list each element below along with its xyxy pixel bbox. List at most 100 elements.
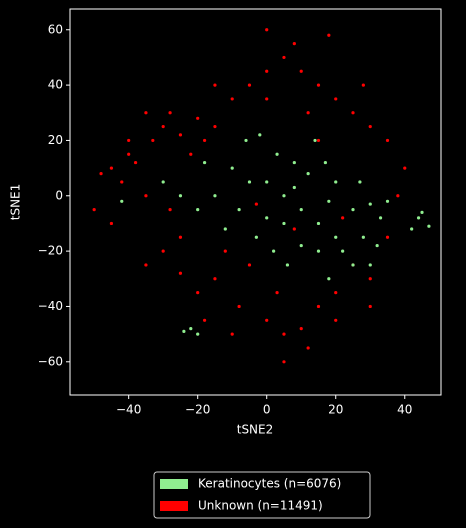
scatter-point <box>316 304 321 309</box>
scatter-point <box>292 227 296 231</box>
scatter-point <box>230 332 234 336</box>
scatter-point <box>230 166 234 170</box>
scatter-point <box>299 208 303 212</box>
scatter-point <box>334 180 338 184</box>
scatter-point <box>282 55 286 60</box>
scatter-point <box>299 69 303 73</box>
x-tick-label: −40 <box>116 403 141 417</box>
scatter-point <box>265 97 269 101</box>
scatter-point <box>368 202 372 206</box>
scatter-point <box>213 83 217 87</box>
scatter-point <box>254 235 258 239</box>
scatter-point <box>420 210 424 214</box>
scatter-point <box>361 83 365 87</box>
legend-swatch <box>160 501 188 511</box>
scatter-point <box>151 138 155 143</box>
scatter-point <box>316 249 321 253</box>
scatter-point <box>144 263 148 267</box>
scatter-point <box>379 216 383 220</box>
scatter-point <box>189 326 193 331</box>
scatter-point <box>306 172 310 176</box>
legend-swatch <box>160 479 188 489</box>
scatter-point <box>351 111 355 115</box>
x-tick-label: 40 <box>397 403 412 417</box>
scatter-point <box>358 180 362 184</box>
legend-label: Keratinocytes (n=6076) <box>198 477 341 491</box>
scatter-point <box>168 208 172 212</box>
scatter-point <box>196 291 200 295</box>
scatter-point <box>144 111 148 115</box>
scatter-point <box>385 235 390 239</box>
scatter-point <box>247 83 252 87</box>
scatter-point <box>351 208 355 212</box>
scatter-point <box>368 304 372 309</box>
scatter-point <box>196 116 200 120</box>
scatter-point <box>341 249 345 253</box>
scatter-point <box>178 271 183 275</box>
scatter-point <box>127 152 131 156</box>
scatter-point <box>282 194 286 198</box>
scatter-point <box>375 243 379 248</box>
scatter-point <box>189 152 193 156</box>
scatter-point <box>416 216 421 220</box>
scatter-point <box>196 332 200 336</box>
scatter-point <box>368 263 372 267</box>
scatter-point <box>361 235 365 239</box>
scatter-point <box>316 221 321 226</box>
scatter-point <box>265 216 269 220</box>
scatter-point <box>341 216 345 220</box>
scatter-point <box>265 28 269 32</box>
scatter-point <box>265 180 269 184</box>
scatter-point <box>120 180 124 184</box>
scatter-point <box>213 124 217 129</box>
scatter-point <box>196 208 200 212</box>
scatter-point <box>385 138 390 143</box>
scatter-point <box>272 249 276 253</box>
scatter-point <box>351 263 355 267</box>
scatter-point <box>327 199 331 203</box>
scatter-point <box>161 180 165 184</box>
plot-frame <box>69 8 442 396</box>
scatter-point <box>306 111 310 115</box>
scatter-point <box>385 199 390 203</box>
scatter-point <box>133 160 138 165</box>
scatter-point <box>292 41 296 46</box>
scatter-point <box>161 249 165 253</box>
scatter-point <box>316 83 321 87</box>
x-tick-label: 0 <box>263 403 271 417</box>
scatter-point <box>285 263 290 267</box>
scatter-point <box>334 235 338 239</box>
scatter-point <box>230 97 234 101</box>
scatter-point <box>168 111 172 115</box>
scatter-point <box>282 221 286 226</box>
y-axis-label: tSNE1 <box>9 184 23 221</box>
scatter-point <box>275 291 279 295</box>
scatter-point <box>120 199 124 203</box>
y-tick-label: 0 <box>55 188 63 202</box>
scatter-point <box>327 277 331 281</box>
scatter-point <box>213 277 217 281</box>
scatter-point <box>144 194 148 198</box>
scatter-point <box>99 172 103 176</box>
x-tick-label: 20 <box>328 403 343 417</box>
scatter-point <box>178 235 183 239</box>
legend-label: Unknown (n=11491) <box>198 499 323 513</box>
y-tick-label: 40 <box>48 78 63 92</box>
scatter-point <box>299 243 303 248</box>
scatter-point <box>178 133 183 137</box>
scatter-point <box>202 160 207 165</box>
scatter-point <box>265 69 269 73</box>
scatter-point <box>396 194 400 198</box>
legend-box <box>153 471 371 519</box>
scatter-point <box>265 318 269 322</box>
scatter-point <box>223 227 227 231</box>
scatter-point <box>306 346 310 350</box>
scatter-point <box>299 326 303 331</box>
scatter-point <box>161 124 165 129</box>
scatter-point <box>213 194 217 198</box>
scatter-point <box>323 160 327 165</box>
scatter-point <box>258 133 262 137</box>
scatter-point <box>202 318 207 322</box>
